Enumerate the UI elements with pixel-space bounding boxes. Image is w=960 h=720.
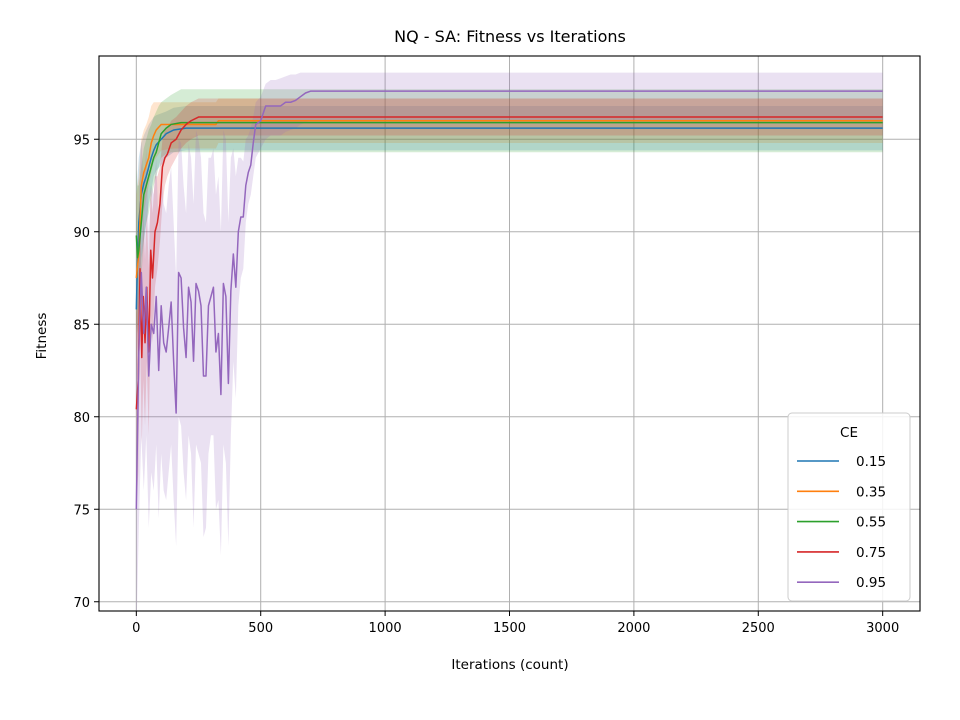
legend-label-0.35: 0.35 xyxy=(856,484,886,500)
y-tick-label: 75 xyxy=(73,503,90,518)
y-tick-label: 85 xyxy=(73,318,90,333)
chart-title: NQ - SA: Fitness vs Iterations xyxy=(394,27,626,46)
x-tick-label: 0 xyxy=(132,621,140,636)
y-tick-label: 95 xyxy=(73,133,90,148)
y-axis-ticks: 70 75 80 85 90 95 xyxy=(73,133,99,611)
y-tick-label: 80 xyxy=(73,411,90,426)
band-0.35 xyxy=(136,98,883,371)
x-tick-label: 1500 xyxy=(493,621,526,636)
legend-label-0.15: 0.15 xyxy=(856,454,886,470)
y-tick-label: 90 xyxy=(73,226,90,241)
legend-label-0.55: 0.55 xyxy=(856,515,886,531)
legend-label-0.95: 0.95 xyxy=(856,575,886,591)
x-tick-label: 500 xyxy=(248,621,273,636)
x-tick-label: 2500 xyxy=(742,621,775,636)
x-tick-label: 3000 xyxy=(866,621,899,636)
series-line-0.95 xyxy=(135,90,883,510)
x-axis-label: Iterations (count) xyxy=(451,657,568,673)
series-line-0.55 xyxy=(135,121,883,259)
y-tick-label: 70 xyxy=(73,596,90,611)
y-axis-label: Fitness xyxy=(34,313,50,360)
x-axis-ticks: 0 500 1000 1500 2000 2500 3000 xyxy=(132,611,899,636)
x-tick-label: 1000 xyxy=(369,621,402,636)
band-0.55 xyxy=(136,89,883,334)
confidence-bands xyxy=(136,72,883,639)
grid xyxy=(99,56,920,611)
legend: CE 0.15 0.35 0.55 0.75 0.95 xyxy=(787,412,911,602)
series-lines xyxy=(135,90,883,510)
legend-label-0.75: 0.75 xyxy=(856,545,886,561)
legend-title: CE xyxy=(840,425,858,441)
band-0.15 xyxy=(136,105,883,408)
legend-box xyxy=(787,412,911,602)
x-tick-label: 2000 xyxy=(617,621,650,636)
series-line-0.35 xyxy=(135,120,883,279)
